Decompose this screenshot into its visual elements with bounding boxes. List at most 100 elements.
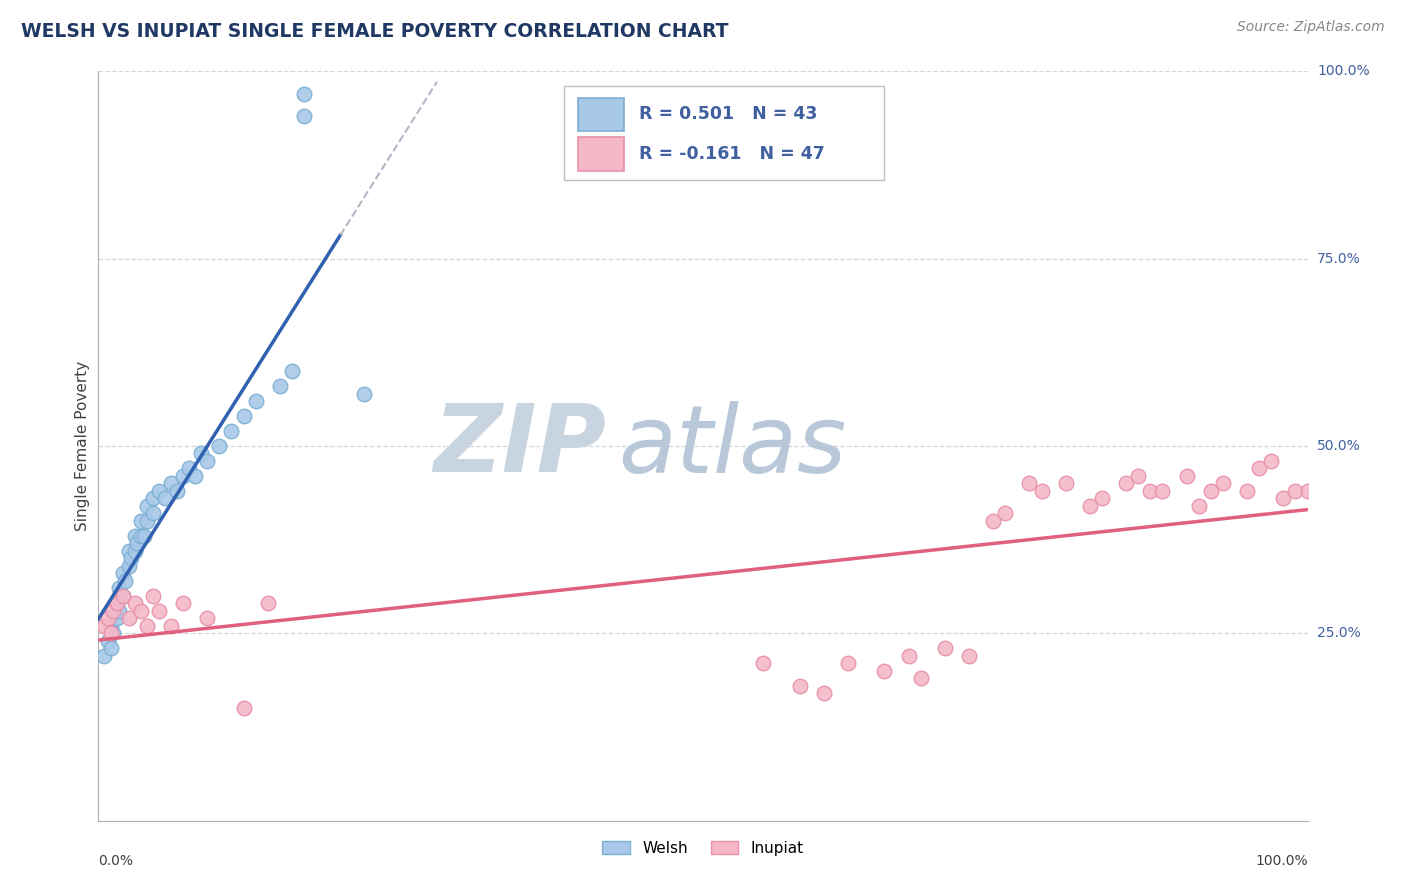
- Point: [1175, 469, 1198, 483]
- Text: 100.0%: 100.0%: [1256, 855, 1308, 868]
- Point: [135, 619, 157, 633]
- Point: [897, 648, 920, 663]
- Text: 100.0%: 100.0%: [1317, 64, 1369, 78]
- Point: [910, 671, 932, 685]
- Point: [111, 566, 134, 581]
- Point: [134, 529, 156, 543]
- Point: [100, 626, 122, 640]
- Point: [166, 483, 188, 498]
- Point: [1272, 491, 1295, 506]
- Point: [353, 386, 375, 401]
- Point: [142, 491, 165, 506]
- Point: [124, 544, 146, 558]
- Point: [1018, 476, 1040, 491]
- Point: [190, 446, 212, 460]
- Text: 25.0%: 25.0%: [1317, 626, 1361, 640]
- Point: [1152, 483, 1174, 498]
- Point: [195, 611, 218, 625]
- Point: [100, 619, 122, 633]
- Point: [108, 582, 131, 596]
- Point: [153, 491, 176, 506]
- Point: [1031, 483, 1053, 498]
- Text: atlas: atlas: [619, 401, 846, 491]
- Text: 0.0%: 0.0%: [98, 855, 134, 868]
- Point: [148, 604, 170, 618]
- Point: [111, 589, 134, 603]
- Point: [1188, 499, 1211, 513]
- Point: [1236, 483, 1258, 498]
- Point: [837, 657, 859, 671]
- Point: [281, 364, 304, 378]
- Point: [97, 611, 120, 625]
- Point: [245, 394, 267, 409]
- Point: [1054, 476, 1077, 491]
- Point: [97, 633, 120, 648]
- Point: [292, 87, 315, 101]
- Point: [135, 514, 157, 528]
- Point: [1249, 461, 1271, 475]
- Point: [135, 499, 157, 513]
- Point: [1078, 499, 1101, 513]
- Text: 50.0%: 50.0%: [1317, 439, 1361, 453]
- Point: [148, 483, 170, 498]
- Point: [124, 596, 146, 610]
- Point: [1128, 469, 1150, 483]
- Point: [994, 507, 1017, 521]
- Point: [101, 604, 124, 618]
- Point: [292, 109, 315, 123]
- Point: [118, 544, 141, 558]
- Point: [256, 596, 278, 610]
- Text: R = -0.161   N = 47: R = -0.161 N = 47: [638, 145, 825, 162]
- Text: WELSH VS INUPIAT SINGLE FEMALE POVERTY CORRELATION CHART: WELSH VS INUPIAT SINGLE FEMALE POVERTY C…: [21, 22, 728, 41]
- Point: [172, 469, 194, 483]
- FancyBboxPatch shape: [578, 97, 624, 131]
- Point: [195, 454, 218, 468]
- Point: [1139, 483, 1161, 498]
- Point: [118, 558, 141, 573]
- Point: [127, 536, 149, 550]
- Text: R = 0.501   N = 43: R = 0.501 N = 43: [638, 105, 817, 123]
- Point: [129, 514, 152, 528]
- Point: [160, 619, 183, 633]
- Point: [105, 596, 128, 610]
- Point: [1260, 454, 1282, 468]
- Point: [108, 604, 131, 618]
- Point: [752, 657, 775, 671]
- Point: [269, 379, 291, 393]
- Point: [232, 701, 254, 715]
- Point: [232, 409, 254, 423]
- Point: [142, 507, 165, 521]
- Point: [1212, 476, 1234, 491]
- Point: [221, 424, 243, 438]
- Text: ZIP: ZIP: [433, 400, 606, 492]
- Legend: Welsh, Inupiat: Welsh, Inupiat: [596, 834, 810, 862]
- Point: [789, 679, 811, 693]
- Point: [934, 641, 956, 656]
- Point: [873, 664, 896, 678]
- Y-axis label: Single Female Poverty: Single Female Poverty: [75, 361, 90, 531]
- Point: [177, 461, 201, 475]
- Point: [93, 619, 115, 633]
- Point: [118, 611, 141, 625]
- Point: [124, 529, 146, 543]
- FancyBboxPatch shape: [564, 87, 884, 180]
- Point: [129, 529, 152, 543]
- Point: [129, 604, 152, 618]
- Point: [981, 514, 1004, 528]
- Text: 75.0%: 75.0%: [1317, 252, 1361, 266]
- Point: [120, 551, 142, 566]
- Point: [1199, 483, 1222, 498]
- Point: [172, 596, 194, 610]
- FancyBboxPatch shape: [578, 137, 624, 171]
- Point: [100, 641, 122, 656]
- Point: [105, 611, 128, 625]
- Point: [142, 589, 165, 603]
- Point: [1115, 476, 1137, 491]
- Point: [111, 589, 134, 603]
- Point: [105, 596, 128, 610]
- Point: [208, 439, 231, 453]
- Point: [93, 648, 115, 663]
- Point: [160, 476, 183, 491]
- Text: Source: ZipAtlas.com: Source: ZipAtlas.com: [1237, 20, 1385, 34]
- Point: [114, 574, 136, 588]
